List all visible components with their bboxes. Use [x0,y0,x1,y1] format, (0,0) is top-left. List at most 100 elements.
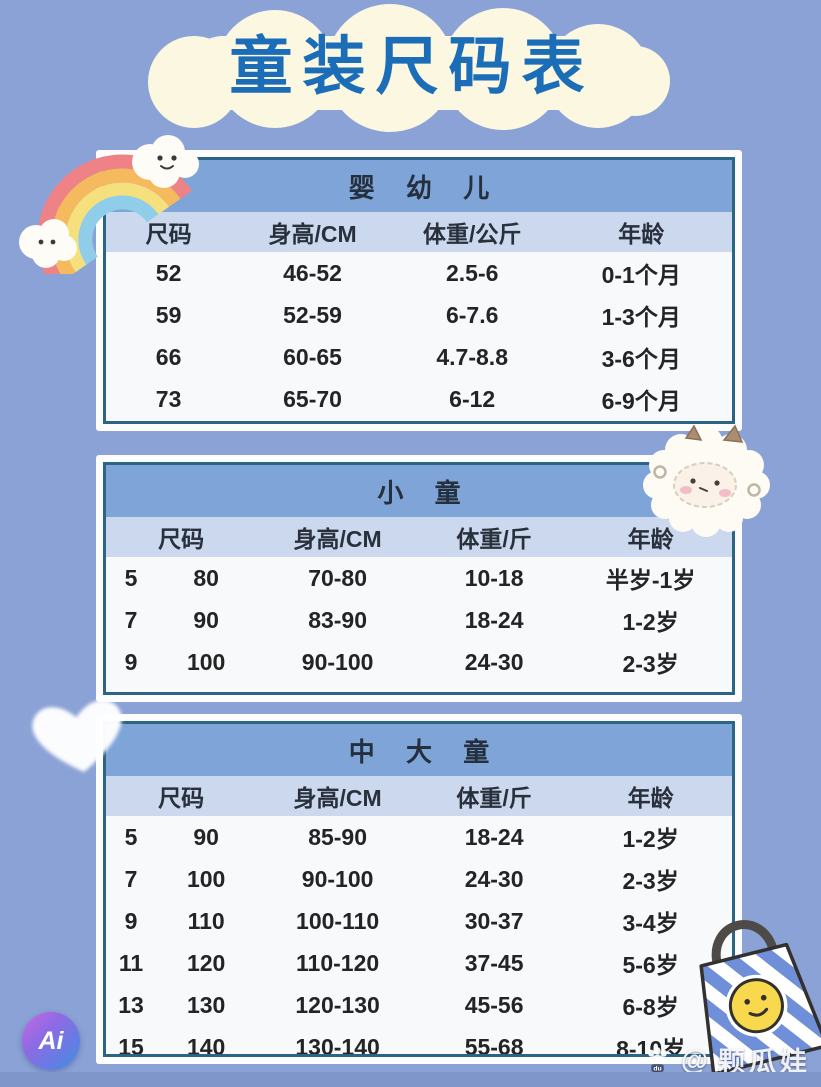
table-cell: 5-6岁 [622,952,679,978]
table-cell: 8-10岁 [616,1036,686,1057]
table-cell: 90-100 [301,648,374,675]
table-cell: 3-4岁 [622,910,679,936]
column-header: 身高/CM [256,517,419,557]
table-row: 5 90 85-90 18-24 1-2岁 [106,816,732,858]
table-row: 1111095-10030-373-4岁 [106,683,732,693]
table-cell: 9 [124,648,138,675]
table-cell: 11 [118,949,144,976]
infant-size-table: 尺码 身高/CM 体重/公斤 年龄 52 46-52 2.5-6 0-1个月 59 52-59 6… [106,212,732,421]
table-cell: 15 [118,1033,144,1057]
page-title: 童装尺码表 [229,32,595,102]
table-cell: 52 [155,259,182,286]
smiling-cloud-icon [19,219,77,268]
table-cell: 90 [193,606,219,633]
table-cell: 9 [124,907,138,934]
table-cell: 18-24 [464,606,524,633]
table-cell: 45-56 [464,991,524,1018]
big-child-size-table: 尺码 身高/CM 体重/斤 年龄 5 90 85-90 18-24 1-2岁 7 100 90-10… [106,776,732,1057]
table-cell: 80 [193,564,219,591]
table-cell: 1-3个月 [601,304,681,330]
table-row: 59 52-59 6-7.6 1-3个月 [106,294,732,336]
table-cell: 70-80 [308,564,368,591]
table-cell: 9-12个月 [550,420,732,421]
table-cell: 130 [186,991,226,1018]
column-header: 体重/公斤 [393,212,551,252]
table-cell: 120-130 [295,991,380,1018]
table-cell: 2-3岁 [622,868,679,894]
table-cell: 100-110 [296,907,380,934]
table-cell: 110 [187,907,225,934]
table-cell: 半岁-1岁 [605,567,696,593]
header-row: 尺码 身高/CM 体重/斤 年龄 [106,517,732,557]
title-cloud: 童装尺码表 [148,4,676,136]
table-cell: 140 [186,1033,226,1057]
table-cell: 30-37 [464,907,524,934]
table-cell: 130-140 [295,1033,380,1057]
table-cell: 60-65 [283,343,342,370]
small-child-size-table: 尺码 身高/CM 体重/斤 年龄 5 80 70-80 10-18 半岁-1岁 7 90 83-90… [106,517,732,693]
table-cell: 1-2岁 [622,826,679,852]
table-cell: 65-70 [283,385,342,412]
table-cell: 18-24 [464,823,524,850]
table-cell: 37-45 [464,949,524,976]
table-cell: 90-100 [301,865,374,892]
column-header: 年龄 [569,776,732,816]
column-header: 年龄 [569,517,732,557]
column-header: 尺码 [106,776,257,816]
table-row: 73 65-70 6-12 6-9个月 [106,378,732,420]
table-cell: 30-37 [419,683,569,693]
table-cell: 2-3岁 [622,651,679,677]
table-cell: 120 [186,949,226,976]
table-cell: 24-30 [464,648,524,675]
table-row: 9 100 90-100 24-30 2-3岁 [106,641,732,683]
table-row: 7 90 83-90 18-24 1-2岁 [106,599,732,641]
table-row: 15 140 130-140 55-68 8-10岁 [106,1026,732,1057]
table-cell: 7 [124,606,138,633]
table-row: 52 46-52 2.5-6 0-1个月 [106,252,732,294]
table-cell: 100 [186,648,226,675]
table-panel-small-child: 小 童 尺码 身高/CM 体重/斤 年龄 5 80 70-80 10-18 半岁-1岁 7 90 8… [96,455,742,702]
column-header: 尺码 [106,517,257,557]
table-cell: 55-68 [464,1033,524,1057]
table-panel-infant: 婴 幼 儿 尺码 身高/CM 体重/公斤 年龄 52 46-52 2.5-6 0-1个月 59… [96,150,742,431]
ai-logo-label: Ai [38,1026,64,1055]
ai-logo: Ai [22,1012,80,1070]
table-cell: 3-4岁 [569,683,732,692]
table-cell: 110 [156,683,256,693]
at-symbol: @ [680,1043,708,1075]
table-cell: 100 [186,865,226,892]
table-title-small-child: 小 童 [106,465,732,517]
table-cell: 6-9个月 [601,388,681,414]
table-cell: 7 [124,865,138,892]
table-cell: 83-90 [308,606,368,633]
column-header: 体重/斤 [418,517,570,557]
header-row: 尺码 身高/CM 体重/斤 年龄 [106,776,732,816]
table-cell: 52-59 [283,301,342,328]
column-header: 身高/CM [231,212,394,252]
cloud-blob [186,36,638,110]
table-cell: 5 [124,823,138,850]
table-cell: 70-75 [231,420,394,421]
table-cell: 1-2岁 [622,609,679,635]
table-panel-big-child: 中 大 童 尺码 身高/CM 体重/斤 年龄 5 90 85-90 18-24 1-2岁 7 10… [96,714,742,1064]
table-row: 7 100 90-100 24-30 2-3岁 [106,858,732,900]
table-row: 13 130 120-130 45-56 6-8岁 [106,984,732,1026]
table-cell: 11 [106,683,156,693]
table-cell: 10-18 [464,564,524,591]
table-cell: 8-14 [394,420,551,421]
table-cell: 6-12 [449,385,496,412]
table-cell: 6-8岁 [622,994,679,1020]
table-row: 9 110 100-110 30-37 3-4岁 [106,900,732,942]
table-title-infant: 婴 幼 儿 [106,160,732,212]
column-header: 身高/CM [256,776,419,816]
table-cell: 95-100 [256,683,419,693]
table-cell: 24-30 [464,865,524,892]
table-cell: 85-90 [308,823,368,850]
table-cell: 66 [155,343,182,370]
table-cell: 6-7.6 [445,301,499,328]
table-cell: 110-120 [296,949,380,976]
table-row: 66 60-65 4.7-8.8 3-6个月 [106,336,732,378]
table-cell: 59 [155,301,182,328]
table-title-big-child: 中 大 童 [106,724,732,776]
